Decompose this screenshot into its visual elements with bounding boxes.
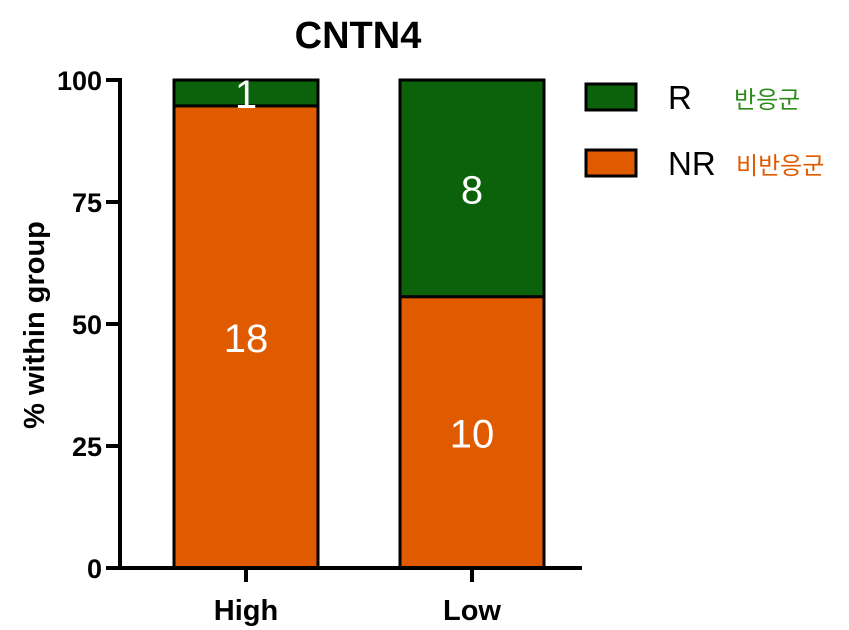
- bars: 18 1 10 8: [172, 73, 546, 570]
- legend-swatch-r: [584, 82, 638, 112]
- y-axis-label: % within group: [19, 221, 51, 429]
- legend: R 반응군 NR 비반응군: [584, 79, 824, 182]
- bar-data-label: 1: [235, 73, 257, 117]
- x-category-label: Low: [443, 595, 501, 627]
- legend-label-r: R: [668, 79, 692, 116]
- bar-data-label: 10: [450, 412, 495, 456]
- axes: [118, 78, 582, 570]
- legend-korean-label-r: 반응군: [734, 86, 800, 114]
- y-axis-ticks: 0 25 50 75 100: [57, 66, 120, 584]
- bar-segment-r-low: [398, 78, 546, 299]
- chart-title: CNTN4: [295, 15, 422, 57]
- legend-label-nr: NR: [668, 145, 716, 182]
- bar-data-label: 8: [461, 168, 483, 212]
- x-category-label: High: [214, 595, 278, 627]
- bar-segment-r-high: [172, 78, 320, 108]
- bar-data-label: 18: [224, 317, 269, 361]
- y-tick-label: 25: [72, 432, 102, 462]
- legend-korean-label-nr: 비반응군: [736, 152, 824, 180]
- bar-segment-nr-high: [172, 104, 320, 570]
- y-tick-label: 50: [72, 310, 102, 340]
- x-axis-categories: High Low: [214, 568, 501, 627]
- y-tick-label: 100: [57, 66, 102, 96]
- y-tick-label: 0: [87, 554, 102, 584]
- y-tick-label: 75: [72, 188, 102, 218]
- legend-swatch-nr: [584, 148, 638, 178]
